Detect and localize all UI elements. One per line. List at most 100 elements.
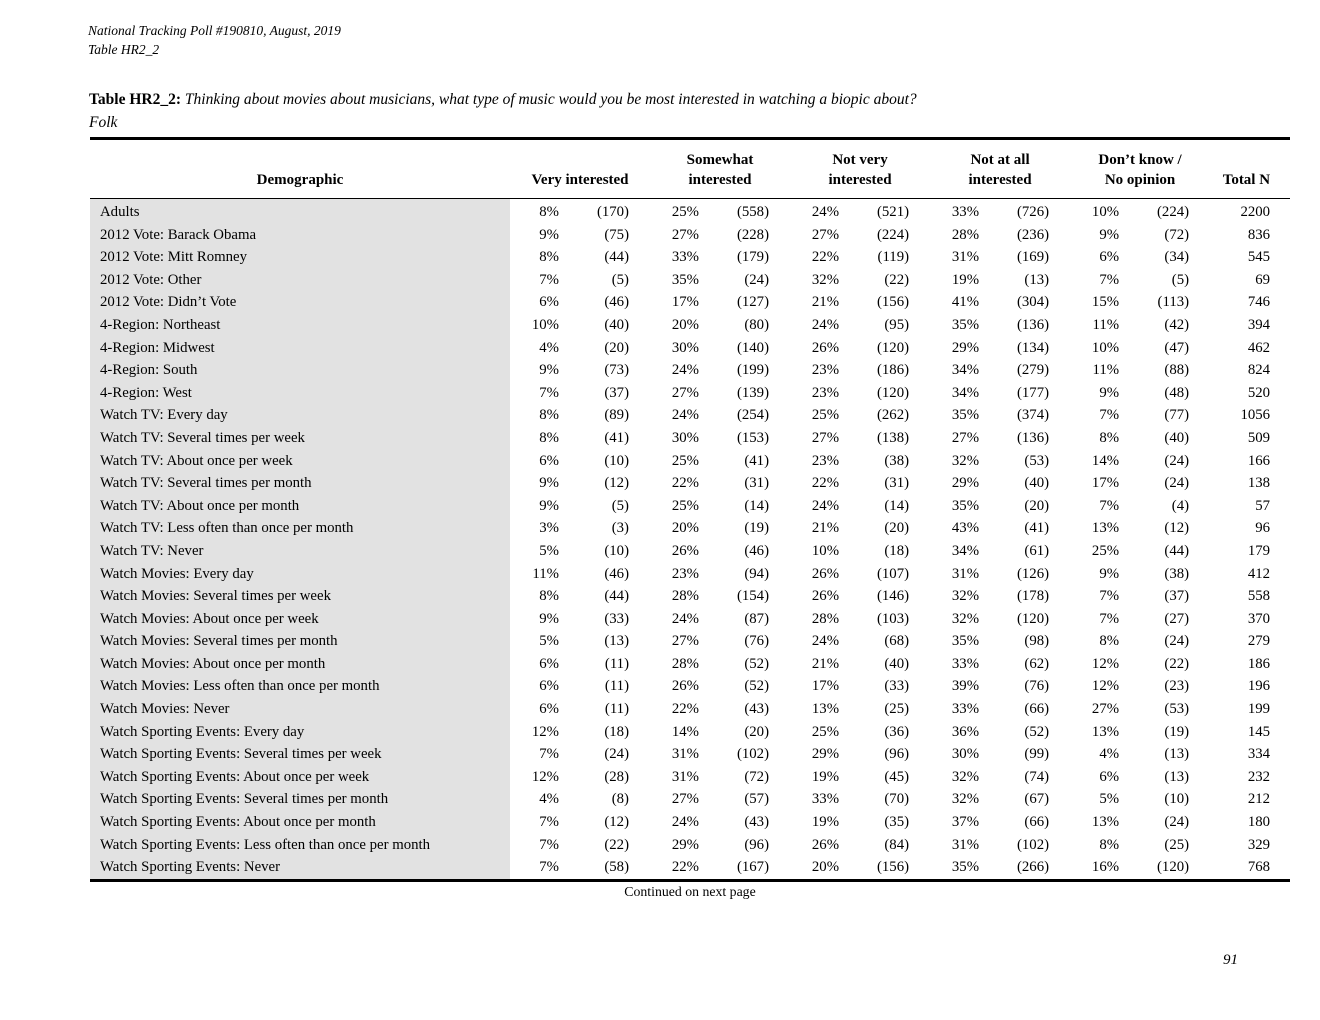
table-row: Watch Movies: About once per week 9% (33) 2…	[90, 607, 1290, 631]
table-row: Watch Sporting Events: Never 7% (58) 22% (16…	[90, 856, 1290, 881]
cell-count: (68)	[884, 633, 910, 650]
cell-count: (12)	[604, 475, 629, 492]
cell-count: (75)	[604, 226, 629, 243]
cell-percent: 24%	[671, 362, 699, 379]
cell-percent: 25%	[671, 452, 699, 469]
cell-count: (95)	[884, 316, 910, 333]
cell-total-n: 520	[1247, 384, 1271, 401]
cell-percent: 23%	[671, 565, 699, 582]
cell-count: (127)	[736, 294, 770, 311]
cell-percent: 19%	[951, 271, 980, 288]
cell-total-n: 370	[1247, 610, 1271, 627]
cell-count: (5)	[1171, 271, 1190, 288]
row-demographic-label: 4-Region: Northeast	[90, 313, 510, 337]
cell-count: (153)	[736, 429, 770, 446]
table-row: Watch Movies: Several times per week 8% (4…	[90, 585, 1290, 608]
cell-percent: 9%	[539, 610, 559, 627]
cell-count: (38)	[1164, 565, 1190, 582]
cell-percent: 13%	[1091, 723, 1120, 740]
cell-percent: 24%	[811, 204, 840, 220]
cell-percent: 25%	[811, 407, 840, 424]
cell-percent: 6%	[539, 294, 559, 311]
cell-percent: 23%	[811, 362, 840, 379]
cell-percent: 3%	[539, 520, 559, 537]
cell-percent: 22%	[671, 701, 699, 718]
row-demographic-label: Watch Movies: Less often than once per m…	[90, 675, 510, 699]
row-demographic-label: 4-Region: Midwest	[90, 336, 510, 360]
row-demographic-label: Watch Movies: Never	[90, 698, 510, 721]
cell-percent: 17%	[811, 678, 840, 695]
table-row: 2012 Vote: Didn’t Vote 6% (46) 17% (127) 21% (…	[90, 291, 1290, 314]
row-demographic-label: Watch TV: Several times per month	[90, 472, 510, 495]
cell-count: (61)	[1024, 542, 1050, 559]
table-row: Watch Sporting Events: Several times per…	[90, 743, 1290, 766]
cell-count: (23)	[1164, 678, 1190, 695]
cell-percent: 25%	[671, 204, 699, 220]
cell-percent: 35%	[951, 859, 980, 876]
cell-count: (102)	[736, 746, 770, 763]
cell-count: (13)	[1024, 271, 1050, 288]
cell-percent: 29%	[951, 475, 980, 492]
cell-count: (120)	[1157, 859, 1190, 876]
column-group-header: Don’t know / No opinion	[1070, 138, 1211, 199]
cell-percent: 14%	[671, 723, 699, 740]
cell-count: (14)	[744, 497, 770, 514]
row-demographic-label: Watch TV: Never	[90, 539, 510, 563]
table-row: 4-Region: Midwest 4% (20) 30% (140) 26% (120) 2…	[90, 336, 1290, 360]
cell-total-n: 179	[1247, 542, 1271, 559]
cell-count: (126)	[1016, 565, 1050, 582]
cell-count: (96)	[744, 836, 770, 853]
cell-count: (46)	[744, 542, 770, 559]
cell-percent: 7%	[1099, 407, 1120, 424]
cell-percent: 24%	[671, 814, 699, 831]
cell-percent: 6%	[1099, 249, 1120, 266]
cell-count: (70)	[884, 791, 910, 808]
cell-percent: 21%	[811, 294, 840, 311]
cell-percent: 22%	[811, 249, 840, 266]
cell-count: (136)	[1016, 316, 1050, 333]
cell-percent: 12%	[1091, 678, 1120, 695]
cell-count: (87)	[744, 610, 770, 627]
cell-count: (19)	[1164, 723, 1190, 740]
cell-percent: 24%	[671, 407, 699, 424]
cell-count: (28)	[604, 768, 629, 785]
cell-percent: 4%	[539, 791, 559, 808]
cell-percent: 17%	[671, 294, 699, 311]
cell-count: (20)	[884, 520, 910, 537]
cell-percent: 20%	[671, 316, 699, 333]
cell-percent: 35%	[951, 316, 980, 333]
cell-count: (3)	[611, 520, 629, 537]
cell-total-n: 1056	[1240, 407, 1271, 424]
cell-percent: 34%	[951, 362, 980, 379]
cell-count: (120)	[1016, 610, 1050, 627]
cell-total-n: 824	[1247, 362, 1271, 379]
cell-percent: 31%	[951, 836, 980, 853]
cell-percent: 6%	[539, 678, 559, 695]
cell-percent: 9%	[1099, 565, 1120, 582]
cell-count: (262)	[876, 407, 910, 424]
cell-count: (46)	[604, 294, 629, 311]
cell-percent: 27%	[671, 226, 699, 243]
column-group-header: Somewhat interested	[650, 138, 791, 199]
cell-count: (10)	[1164, 791, 1190, 808]
table-row: Watch TV: Never 5% (10) 26% (46) 10% (18) 34% (6…	[90, 539, 1290, 563]
cell-count: (96)	[884, 746, 910, 763]
cell-total-n: 196	[1247, 678, 1271, 695]
cell-percent: 27%	[671, 384, 699, 401]
cell-percent: 6%	[539, 452, 559, 469]
cell-count: (34)	[1164, 249, 1190, 266]
cell-count: (33)	[884, 678, 910, 695]
cell-percent: 9%	[539, 497, 559, 514]
cell-percent: 22%	[811, 475, 840, 492]
cell-percent: 20%	[671, 520, 699, 537]
cell-percent: 11%	[1092, 362, 1120, 379]
cell-percent: 36%	[951, 723, 980, 740]
cell-count: (66)	[1024, 814, 1050, 831]
cell-percent: 26%	[671, 542, 699, 559]
cell-percent: 4%	[1099, 746, 1120, 763]
cell-count: (22)	[1164, 655, 1190, 672]
row-demographic-label: Adults	[90, 198, 510, 224]
row-demographic-label: Watch Sporting Events: About once per we…	[90, 765, 510, 789]
cell-percent: 35%	[951, 633, 980, 650]
cell-percent: 43%	[951, 520, 980, 537]
